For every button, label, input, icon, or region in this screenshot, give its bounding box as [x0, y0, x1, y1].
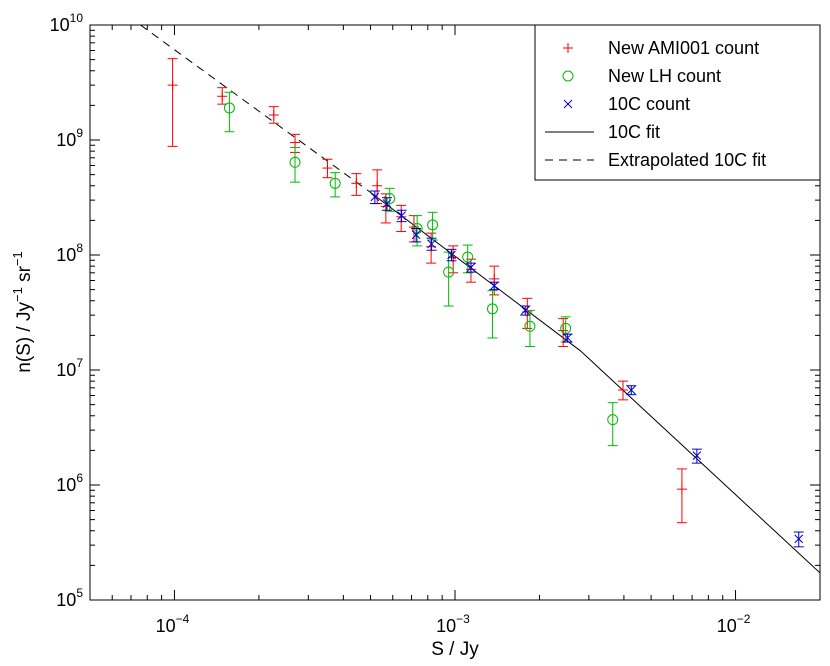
marker-circle — [384, 192, 396, 204]
marker-x-b — [489, 281, 499, 291]
legend-label-lh: New LH count — [608, 66, 721, 86]
marker-x-b — [370, 192, 380, 202]
data-point-ami001-1 — [167, 58, 178, 147]
data-point-ami001-8 — [380, 193, 391, 224]
legend-label-extrapolated: Extrapolated 10C fit — [608, 150, 766, 170]
y-tick-label-3: 107 — [56, 356, 83, 380]
legend: New AMI001 count New LH count 10C count … — [534, 24, 821, 181]
marker-circle — [443, 266, 455, 278]
data-point-ami001-3 — [268, 106, 279, 124]
extrapolated-fit-line — [140, 25, 371, 193]
data-point-10c-7 — [465, 262, 476, 273]
data-point-10c-12 — [691, 448, 702, 464]
series-10c — [369, 190, 804, 548]
marker-x-b — [427, 239, 436, 249]
data-point-lh-12 — [607, 402, 619, 447]
marker-x-b — [466, 263, 476, 272]
marker-circle — [289, 156, 301, 168]
x-tick-label-2: 10−3 — [436, 612, 470, 636]
data-point-10c-10 — [562, 333, 573, 343]
y-tick-label-6: 1010 — [50, 11, 84, 35]
data-point-10c-8 — [489, 281, 500, 291]
marker-x-b — [382, 199, 392, 208]
data-point-10c-11 — [626, 385, 637, 396]
data-point-10c-4 — [411, 227, 422, 243]
marker-circle — [486, 303, 498, 315]
marker-x-b — [411, 230, 421, 240]
y-tick-label-4: 108 — [56, 241, 83, 265]
axis-ticks: 10−4 10−3 10−2 105 106 107 108 109 1010 — [50, 11, 821, 636]
data-point-lh-9 — [486, 290, 498, 339]
y-tick-label-5: 109 — [56, 126, 83, 150]
legend-marker-10c — [563, 99, 573, 109]
marker-circle — [607, 414, 619, 426]
marker-circle — [329, 177, 341, 189]
data-point-lh-1 — [223, 91, 235, 133]
data-point-10c-9 — [520, 305, 531, 316]
marker-x-b — [794, 534, 804, 544]
plot-area — [140, 25, 820, 574]
data-point-lh-2 — [289, 147, 301, 183]
y-tick-label-2: 106 — [56, 471, 83, 495]
marker-circle — [524, 320, 536, 332]
data-point-10c-2 — [381, 197, 392, 211]
data-point-lh-3 — [329, 172, 341, 198]
legend-box — [534, 24, 821, 181]
legend-marker-lh — [562, 70, 574, 82]
marker-circle — [223, 102, 235, 114]
legend-label-fit: 10C fit — [608, 122, 660, 142]
data-point-10c-6 — [446, 248, 457, 262]
data-point-lh-8 — [462, 244, 474, 274]
x-axis-label: S / Jy — [431, 639, 479, 660]
data-point-10c-1 — [369, 190, 380, 205]
marker-x-b — [520, 306, 530, 315]
data-point-ami001-5 — [322, 158, 333, 179]
data-point-ami001-17 — [617, 380, 628, 401]
legend-marker-ami — [563, 43, 573, 53]
data-point-lh-10 — [524, 309, 536, 348]
fit-line — [370, 192, 820, 574]
data-point-lh-6 — [427, 211, 439, 241]
y-tick-label-1: 105 — [56, 586, 83, 610]
data-point-10c-13 — [793, 531, 804, 548]
data-point-10c-5 — [426, 237, 437, 251]
data-point-ami001-18 — [676, 468, 687, 524]
data-point-10c-3 — [396, 209, 407, 223]
marker-x-b — [397, 211, 406, 220]
data-point-lh-4 — [384, 187, 396, 212]
x-tick-label-1: 10−4 — [156, 612, 190, 636]
marker-circle — [560, 322, 572, 334]
marker-circle — [427, 219, 439, 231]
marker-x-b — [692, 451, 702, 460]
marker-circle — [462, 251, 474, 263]
data-point-ami001-6 — [351, 173, 362, 196]
marker-x-b — [447, 250, 456, 260]
plot-content — [140, 25, 820, 574]
y-axis-label: n(S) / Jy−1 sr−1 — [10, 251, 35, 373]
marker-x-b — [563, 333, 572, 343]
x-tick-label-3: 10−2 — [717, 612, 751, 636]
legend-label-ami: New AMI001 count — [608, 38, 759, 58]
marker-x-b — [626, 385, 636, 395]
legend-label-10c: 10C count — [608, 94, 690, 114]
